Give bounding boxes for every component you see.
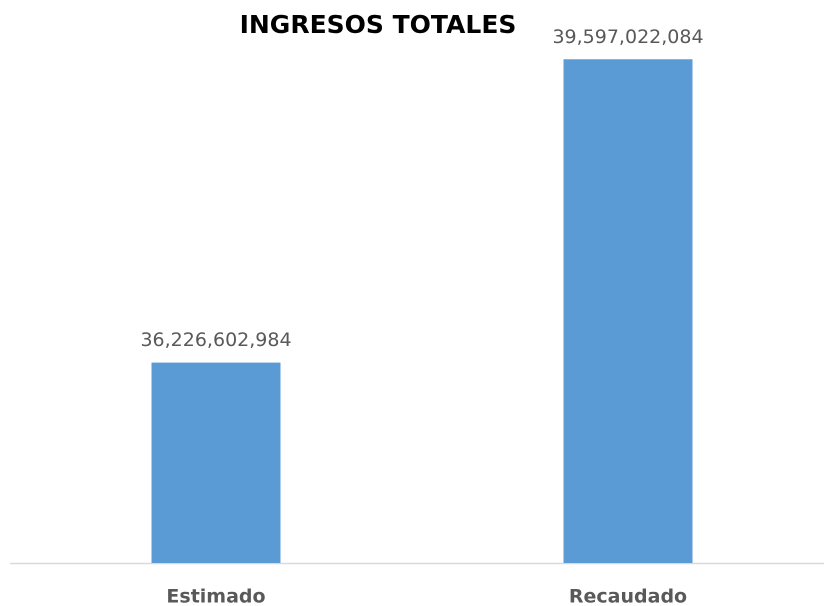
bar xyxy=(151,362,281,563)
data-label: 36,226,602,984 xyxy=(140,329,291,351)
bar xyxy=(563,59,693,564)
x-tick-label: Recaudado xyxy=(569,586,687,606)
data-label: 39,597,022,084 xyxy=(552,26,703,48)
chart-title: INGRESOS TOTALES xyxy=(240,10,517,39)
x-tick-label: Estimado xyxy=(166,586,265,606)
